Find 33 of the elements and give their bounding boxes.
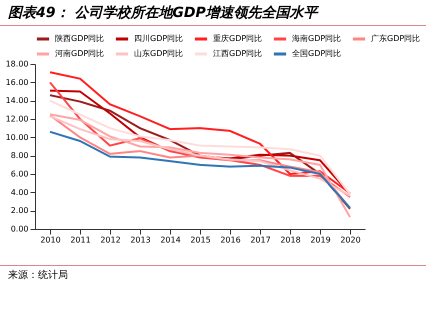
y-tick-label: 6.00 [10,170,28,178]
legend-label: 全国GDP同比 [292,49,342,58]
x-tick-label: 2016 [220,236,241,244]
source-note: 来源：统计局 [0,265,426,284]
x-tick-label: 2020 [340,236,361,244]
x-tick-label: 2013 [130,236,151,244]
y-tick-label: 2.00 [10,206,28,216]
x-tick-label: 2015 [190,236,211,244]
y-tick-label: 16.00 [6,78,28,87]
x-tick-label: 2019 [310,236,331,244]
y-tick-label: 0.00 [10,224,28,234]
x-tick-label: 2018 [280,236,301,244]
legend-label: 海南GDP同比 [292,34,342,43]
legend-label: 陕西GDP同比 [55,34,104,43]
x-tick-label: 2014 [160,236,181,244]
legend-label: 河南GDP同比 [55,49,104,58]
legend-label: 江西GDP同比 [213,49,262,58]
x-tick-label: 2012 [100,236,121,244]
legend-label: 广东GDP同比 [371,34,420,43]
y-tick-label: 8.00 [10,151,28,160]
legend-label: 重庆GDP同比 [213,34,262,43]
x-tick-label: 2010 [40,236,61,244]
y-tick-label: 10.00 [6,132,28,142]
legend-label: 山东GDP同比 [134,49,184,58]
x-tick-label: 2011 [70,236,91,244]
y-tick-label: 18.00 [6,60,28,68]
y-tick-label: 14.00 [6,96,28,106]
y-tick-label: 4.00 [10,188,28,197]
chart-title: 图表49： 公司学校所在地GDP增速领先全国水平 [0,0,426,26]
legend-label: 四川GDP同比 [134,34,184,43]
y-tick-label: 12.00 [6,114,28,124]
line-series [49,130,351,209]
x-tick-label: 2017 [250,236,271,244]
